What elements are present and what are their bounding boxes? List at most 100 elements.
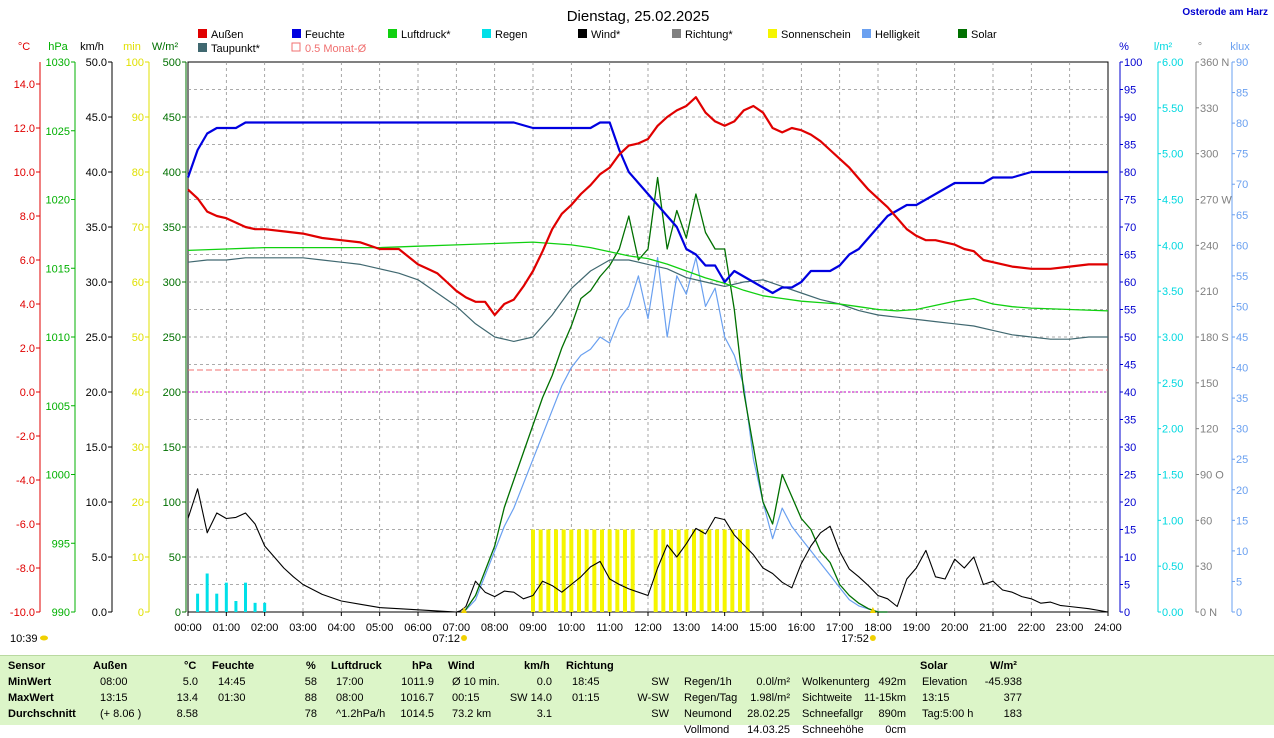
x-tick-label: 09:00 — [519, 622, 547, 634]
stats-unit-druck: hPa — [412, 660, 433, 672]
bar-mark — [653, 529, 658, 612]
legend-label: Luftdruck* — [401, 29, 451, 41]
tick-label: 5.50 — [1162, 103, 1183, 115]
tick-label: -6.0 — [16, 519, 35, 531]
sun-icon — [461, 635, 467, 641]
sun-markers: 07:12 17:52 10:39 — [10, 607, 876, 645]
bar-mark — [730, 529, 735, 612]
tick-label: 270 W — [1200, 195, 1232, 207]
legend-swatch — [672, 29, 681, 38]
tick-label: 14.0 — [14, 79, 35, 91]
bar-mark — [607, 529, 612, 612]
series-line — [187, 96, 1108, 317]
axis-unit-label: l/m² — [1154, 41, 1173, 53]
stats-cell-label: MaxWert — [8, 692, 54, 704]
x-tick-label: 19:00 — [903, 622, 931, 634]
tick-label: 240 — [1200, 240, 1218, 252]
station-name[interactable]: Osterode am Harz — [1182, 7, 1268, 18]
tick-label: 3.00 — [1162, 332, 1183, 344]
legend-label: Regen — [495, 29, 527, 41]
legend-label: Wind* — [591, 29, 621, 41]
tick-label: 60 — [132, 277, 144, 289]
tick-label: 25 — [1236, 454, 1248, 466]
tick-label: 35 — [1124, 415, 1136, 427]
tick-label: 2.00 — [1162, 424, 1183, 436]
legend-label: Außen — [211, 29, 243, 41]
x-tick-label: 21:00 — [979, 622, 1007, 634]
tick-label: 10 — [1124, 552, 1136, 564]
stats-cell-w_val: 3.1 — [536, 708, 552, 720]
tick-label: 70 — [132, 222, 144, 234]
stats-cell-f_time: 01:30 — [218, 692, 246, 704]
tick-label: -2.0 — [16, 431, 35, 443]
series-line — [187, 257, 1108, 342]
legend-label: Helligkeit — [875, 29, 920, 41]
stats-header-aussen: Außen — [93, 660, 128, 672]
tick-label: 10 — [1236, 546, 1248, 558]
tick-label: 12.0 — [14, 123, 35, 135]
stats-cell-s_label: Elevation — [922, 676, 968, 688]
tick-label: 4.50 — [1162, 195, 1183, 207]
sun-tick — [869, 607, 876, 613]
stats-cell-d_val: 1014.5 — [400, 708, 434, 720]
legend-label: Richtung* — [685, 29, 733, 41]
x-tick-label: 10:00 — [558, 622, 586, 634]
tick-label: 10.0 — [86, 497, 107, 509]
x-tick-label: 06:00 — [404, 622, 432, 634]
tick-label: 2.50 — [1162, 378, 1183, 390]
tick-label: 70 — [1124, 222, 1136, 234]
stats-cell-x1_label: Regen/1h — [684, 676, 732, 688]
stats-cell-x2_val: 492m — [878, 676, 906, 688]
axes: 14.0 12.0 10.0 8.0 6.0 4.0 2.0 0.0 -2.0 -4.0 -6.0 -… — [10, 57, 1248, 619]
x-tick-label: 18:00 — [864, 622, 892, 634]
tick-label: 330 — [1200, 103, 1218, 115]
x-tick-label: 08:00 — [481, 622, 509, 634]
legend-swatch — [958, 29, 967, 38]
stats-unit-wind: km/h — [524, 660, 550, 672]
legend-label: 0.5 Monat-Ø — [305, 43, 367, 55]
tick-label: 2.0 — [20, 343, 35, 355]
stats-cell-r_val: SW — [651, 676, 669, 688]
stats-header-druck: Luftdruck — [331, 660, 382, 672]
tick-label: 45 — [1124, 360, 1136, 372]
tick-label: 1005 — [46, 401, 70, 413]
stats-cell-a_val: 5.0 — [182, 676, 198, 688]
legend-label: Solar — [971, 29, 997, 41]
tick-label: 30 — [1200, 561, 1212, 573]
tick-label: 90 O — [1200, 470, 1224, 482]
sun-tick — [461, 607, 467, 613]
bar-mark — [546, 529, 551, 612]
tick-label: 30 — [1124, 442, 1136, 454]
legend-swatch — [198, 43, 207, 52]
bar-mark — [253, 602, 257, 612]
tick-label: 10.0 — [14, 167, 35, 179]
stats-cell-w_time: 73.2 km — [452, 708, 492, 720]
tick-label: 8.0 — [20, 211, 35, 223]
sunset-label: 17:52 — [841, 633, 869, 645]
tick-label: 25 — [1124, 470, 1136, 482]
series-line — [187, 241, 1109, 312]
current-time-label: 10:39 — [10, 633, 38, 645]
x-tick-label: 14:00 — [711, 622, 739, 634]
tick-label: 1010 — [46, 332, 70, 344]
stats-cell-f_val: 78 — [304, 708, 317, 720]
tick-label: 60 — [1200, 515, 1212, 527]
x-tick-label: 17:00 — [826, 622, 854, 634]
x-tick-label: 22:00 — [1018, 622, 1046, 634]
tick-label: 990 — [52, 607, 70, 619]
bar-mark — [600, 529, 604, 612]
chart-title: Dienstag, 25.02.2025 — [567, 8, 710, 25]
tick-label: 0.00 — [1162, 607, 1183, 619]
bar-mark — [623, 529, 627, 612]
bar-mark — [561, 529, 566, 612]
x-tick-label: 05:00 — [366, 622, 394, 634]
tick-label: 50 — [1124, 332, 1136, 344]
bar-mark — [234, 601, 238, 612]
stats-cell-r_time: 18:45 — [572, 676, 600, 688]
tick-label: 3.50 — [1162, 286, 1183, 298]
x-tick-label: 01:00 — [213, 622, 241, 634]
bar-mark — [263, 602, 267, 612]
bar-mark — [684, 529, 689, 612]
tick-label: -10.0 — [10, 607, 35, 619]
tick-label: 0 — [1236, 607, 1242, 619]
